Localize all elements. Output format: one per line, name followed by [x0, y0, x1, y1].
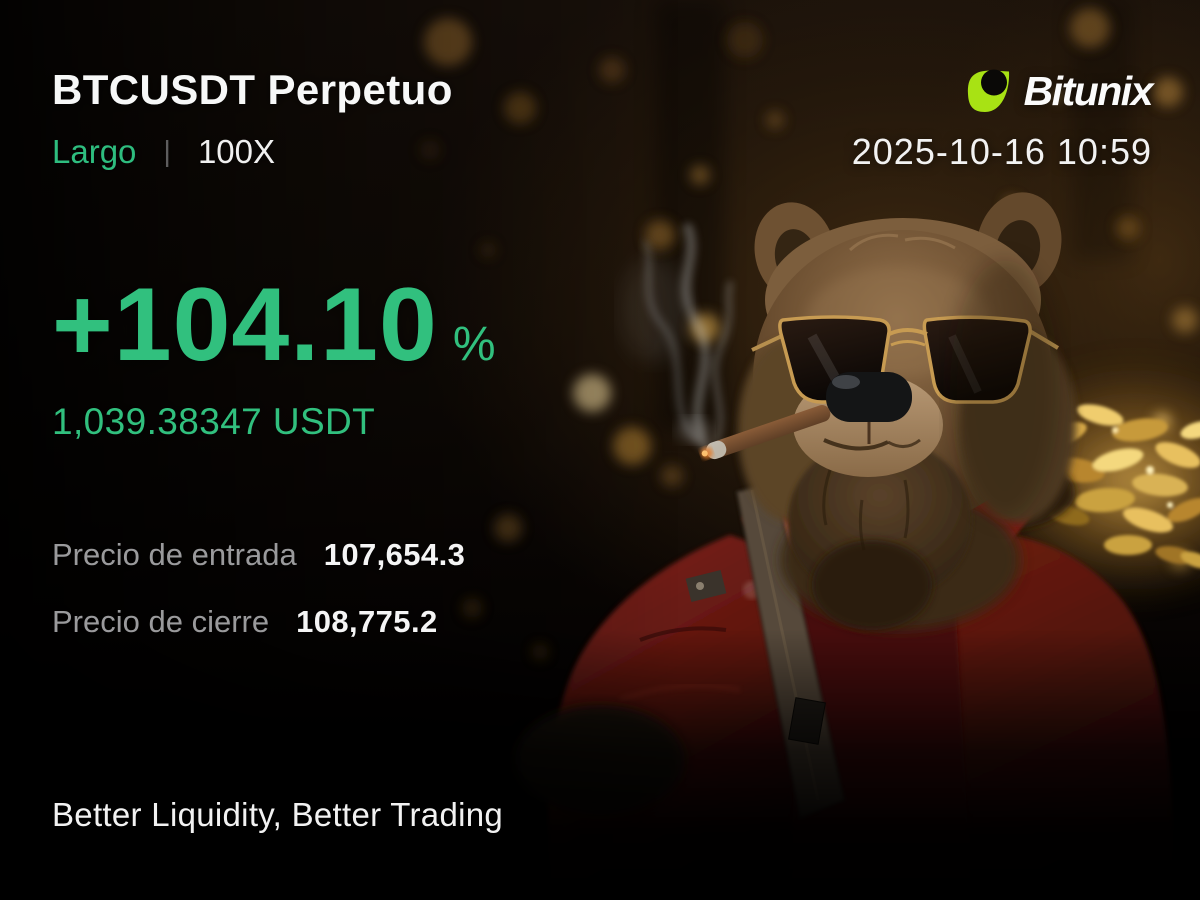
- close-price-label: Precio de cierre: [52, 604, 270, 639]
- entry-price-label: Precio de entrada: [52, 537, 297, 572]
- entry-price-value: 107,654.3: [323, 537, 466, 572]
- pair-title: BTCUSDT Perpetuo: [52, 66, 453, 113]
- cigar: [700, 405, 831, 460]
- left-fade: [0, 0, 680, 900]
- position-meta: Largo | 100X: [52, 133, 453, 171]
- bear-head: [738, 192, 1076, 630]
- pnl-block: +104.10 % 1,039.38347 USDT: [52, 273, 1152, 443]
- timestamp: 2025-10-16 10:59: [851, 131, 1152, 172]
- pnl-percent: +104.10 %: [52, 273, 1152, 377]
- header: BTCUSDT Perpetuo Largo | 100X Bitunix 20…: [52, 66, 1154, 173]
- brand-logo-row: Bitunix: [852, 66, 1154, 116]
- pnl-amount: 1,039.38347 USDT: [52, 401, 376, 442]
- header-left: BTCUSDT Perpetuo Largo | 100X: [52, 66, 453, 171]
- pnl-percent-value: +104.10: [52, 267, 438, 383]
- close-price-row: Precio de cierre 108,775.2: [52, 604, 1152, 640]
- price-rows: Precio de entrada 107,654.3 Precio de ci…: [52, 537, 1152, 640]
- leverage-label: 100X: [197, 133, 276, 170]
- brand-name: Bitunix: [1023, 67, 1154, 114]
- pnl-percent-unit: %: [452, 318, 496, 371]
- brand-slogan: Better Liquidity, Better Trading: [52, 796, 504, 833]
- close-price-value: 108,775.2: [296, 604, 438, 639]
- position-side-label: Largo: [52, 133, 137, 170]
- bitunix-leaf-icon: [967, 69, 1009, 112]
- meta-divider: |: [163, 135, 171, 168]
- entry-price-row: Precio de entrada 107,654.3: [52, 537, 1152, 573]
- header-right: Bitunix 2025-10-16 10:59: [851, 66, 1154, 173]
